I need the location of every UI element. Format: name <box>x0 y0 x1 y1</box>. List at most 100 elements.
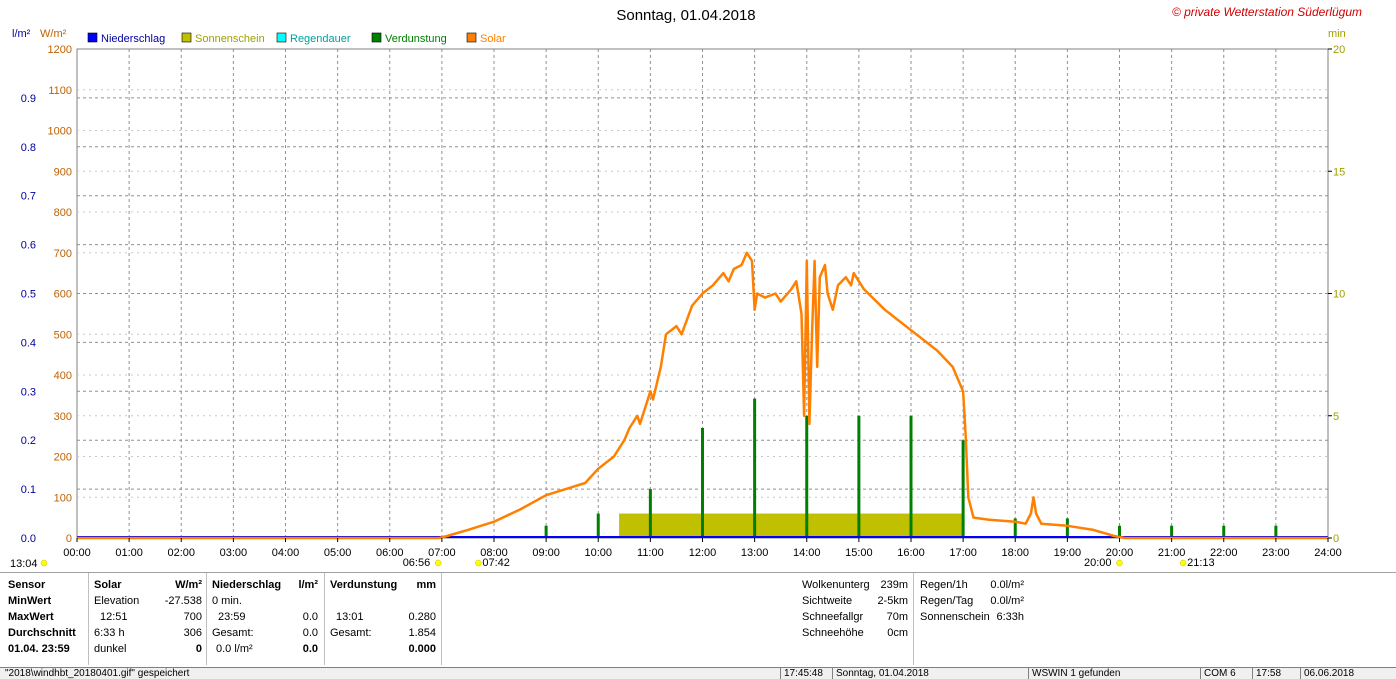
y-tick-label-precip: 0.0 <box>21 533 36 545</box>
axis-labels: 00:00 01:00 02:00 03:00 04:00 05:00 06:00 07:00… <box>21 44 1346 559</box>
legend-swatch <box>87 32 98 43</box>
weather-value-3: 0cm <box>887 627 908 639</box>
time-marker-dot <box>1179 559 1187 567</box>
x-tick-label: 14:00 <box>793 547 821 559</box>
evaporation-bar <box>805 415 809 538</box>
evaporation-bar <box>1013 518 1017 538</box>
x-tick-label: 02:00 <box>167 547 195 559</box>
header-solar: Solar <box>94 579 122 591</box>
time-marker-dot <box>475 559 482 567</box>
x-tick-label: 19:00 <box>1054 547 1082 559</box>
legend-swatch <box>276 32 287 43</box>
evap-total-value: 1.854 <box>408 627 436 639</box>
header-evap-unit: mm <box>416 579 436 591</box>
weather-label-3: Schneehöhe <box>802 627 864 639</box>
rain-label-1: Regen/Tag <box>920 595 974 607</box>
rain-value-2: 6:33h <box>996 611 1024 623</box>
x-tick-label: 08:00 <box>480 547 508 559</box>
x-tick-label: 16:00 <box>897 547 925 559</box>
evaporation-bar <box>1118 525 1121 538</box>
solar-min-label: Elevation <box>94 595 140 607</box>
unit-precip-label: l/m² <box>12 28 31 40</box>
precip-max-value: 0.0 <box>302 611 318 623</box>
unit-solar-label: W/m² <box>40 28 67 40</box>
solar-chart: 00:00 01:00 02:00 03:00 04:00 05:00 06:00 07:00… <box>10 5 1362 570</box>
y-tick-label-solar: 1000 <box>48 126 72 138</box>
evaporation-bar <box>544 525 548 538</box>
rain-label-2: Sonnenschein <box>920 611 990 623</box>
y-tick-label-precip: 0.8 <box>21 142 36 154</box>
status-file: "2018\windhbt_20180401.gif" gespeichert <box>5 668 190 679</box>
row-label-last: 01.04. 23:59 <box>8 643 70 655</box>
time-marker-dot <box>1116 559 1123 567</box>
time-marker-label: 13:04 <box>10 558 38 570</box>
time-marker-label: 07:42 <box>482 557 510 569</box>
weather-value-1: 2-5km <box>877 595 908 607</box>
evap-last-value: 0.000 <box>408 643 436 655</box>
y-tick-label-precip: 0.3 <box>21 386 36 398</box>
status-com: COM 6 <box>1200 668 1236 679</box>
x-tick-label: 12:00 <box>689 547 717 559</box>
x-tick-label: 05:00 <box>324 547 352 559</box>
x-tick-label: 06:00 <box>376 547 404 559</box>
y-tick-label-precip: 0.4 <box>21 337 36 349</box>
row-label-min: MinWert <box>8 595 52 607</box>
x-tick-label: 01:00 <box>115 547 143 559</box>
evaporation-bar <box>909 415 913 538</box>
evap-max-value: 0.280 <box>408 611 436 623</box>
stats-solar: Solar W/m² Elevation -27.538 12:51 700 6:33… <box>94 577 202 657</box>
status-date: Sonntag, 01.04.2018 <box>832 668 929 679</box>
x-tick-label: 07:00 <box>428 547 456 559</box>
y-tick-label-solar: 1100 <box>48 85 72 97</box>
y-tick-label-solar: 300 <box>54 411 72 423</box>
sunshine-bar <box>619 513 964 538</box>
time-marker-label: 06:56 <box>403 557 431 569</box>
y-tick-label-solar: 700 <box>54 248 72 260</box>
solar-min-value: -27.538 <box>164 595 202 607</box>
header-precip: Niederschlag <box>212 579 282 591</box>
precip-max-time: 23:59 <box>218 611 246 623</box>
weather-label-0: Wolkenunterg <box>802 579 870 591</box>
y-tick-label-solar: 100 <box>54 492 72 504</box>
solar-max-time: 12:51 <box>100 611 128 623</box>
status-today: 06.06.2018 <box>1300 668 1354 679</box>
y-tick-label-minutes: 5 <box>1333 411 1339 423</box>
y-tick-label-solar: 800 <box>54 207 72 219</box>
x-tick-label: 24:00 <box>1314 547 1342 559</box>
status-time: 17:45:48 <box>780 668 823 679</box>
status-clock: 17:58 <box>1252 668 1281 679</box>
solar-line <box>77 251 1328 540</box>
evaporation-bar <box>753 398 757 538</box>
precip-last-label: 0.0 l/m² <box>216 643 253 655</box>
x-tick-label: 00:00 <box>63 547 91 559</box>
legend-label: Solar <box>480 33 506 45</box>
x-tick-label: 09:00 <box>532 547 560 559</box>
legend: Niederschlag Sonnenschein Regendauer Verdun… <box>87 32 506 45</box>
row-label-max: MaxWert <box>8 611 54 623</box>
evaporation-bar <box>961 440 965 538</box>
rain-value-1: 0.0l/m² <box>990 595 1024 607</box>
credit-label: © private Wetterstation Süderlügum <box>1172 5 1362 19</box>
x-tick-label: 04:00 <box>272 547 300 559</box>
precip-total-label: Gesamt: <box>212 627 254 639</box>
weather-value-2: 70m <box>886 611 908 623</box>
evaporation-bar <box>648 489 652 538</box>
solar-series <box>77 251 1328 540</box>
time-marker-label: 21:13 <box>1187 557 1215 569</box>
time-marker-dot <box>434 559 442 567</box>
evaporation-bar <box>701 427 704 538</box>
y-tick-label-minutes: 15 <box>1333 166 1345 178</box>
evaporation-bar <box>857 415 861 538</box>
sunshine-bars <box>619 513 964 538</box>
y-tick-label-solar: 900 <box>54 166 72 178</box>
rain-label-0: Regen/1h <box>920 579 968 591</box>
time-markers: 13:04 06:56 07:42 20:00 21:13 <box>10 557 1215 570</box>
stats-rain: Regen/1h 0.0l/m² Regen/Tag 0.0l/m² Sonnens… <box>920 577 1024 625</box>
evap-total-label: Gesamt: <box>330 627 372 639</box>
y-tick-label-precip: 0.6 <box>21 240 36 252</box>
stats-precip: Niederschlag l/m² 0 min. 23:59 0.0 Gesamt:… <box>212 577 318 657</box>
y-tick-label-solar: 500 <box>54 329 72 341</box>
y-tick-label-minutes: 10 <box>1333 289 1345 301</box>
time-marker-label: 20:00 <box>1084 557 1112 569</box>
x-tick-label: 23:00 <box>1262 547 1290 559</box>
